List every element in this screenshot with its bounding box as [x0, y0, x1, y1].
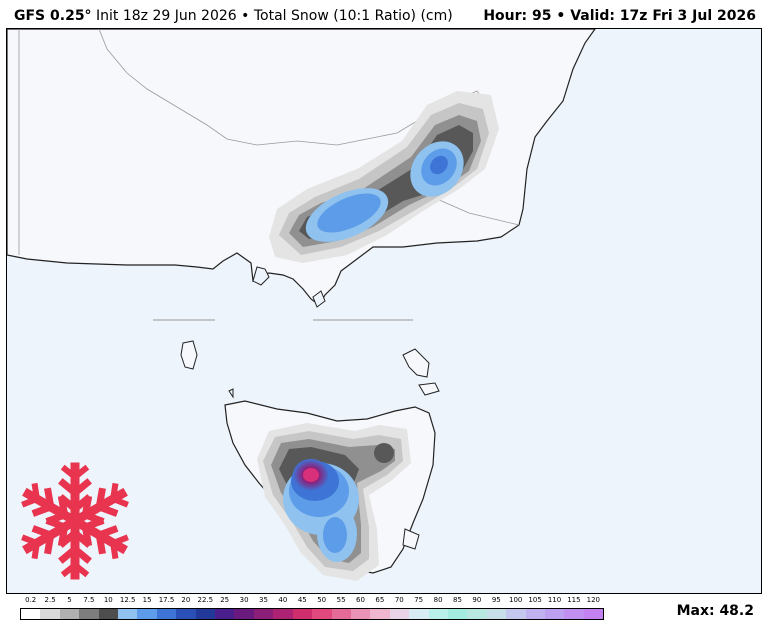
scale-tick-label: 22.5: [197, 596, 214, 604]
snow-field-tasmania: [257, 423, 411, 581]
snow-field-victoria: [269, 91, 499, 263]
scale-swatch: [370, 609, 390, 619]
scale-swatch: [350, 609, 371, 619]
scale-tick-label: 15: [142, 596, 152, 604]
scale-swatch: [506, 609, 526, 619]
valid-time: Valid: 17z Fri 3 Jul 2026: [570, 8, 756, 24]
scale-tick-label: 0.2: [25, 596, 37, 604]
scale-tick-label: 17.5: [158, 596, 175, 604]
scale-tick-label: 55: [336, 596, 346, 604]
scale-swatch: [292, 609, 313, 619]
port-phillip-bay: [252, 266, 270, 286]
color-scale: 0.2 2.5 5 7.5 10 12.5 15 17.5 20 22.5 25 30 35 40 45 50…: [20, 594, 604, 624]
scale-tick-label: 5: [67, 596, 72, 604]
valid-separator: •: [556, 8, 566, 24]
scale-tick-label: 45: [297, 596, 307, 604]
scale-tick-label: 85: [453, 596, 462, 604]
scale-swatch: [467, 609, 487, 619]
scale-tick-label: 90: [472, 596, 482, 604]
scale-tick-label: 100: [509, 596, 523, 604]
scale-swatch: [176, 609, 196, 619]
scale-tick-label: 60: [356, 596, 365, 604]
scale-swatch: [544, 609, 565, 619]
scale-swatch: [447, 609, 468, 619]
scale-swatch: [312, 609, 332, 619]
scale-tick-label: 2.5: [44, 596, 56, 604]
map-title: GFS 0.25° Init 18z 29 Jun 2026 • Total S…: [14, 8, 453, 24]
cape-barren-island: [418, 382, 440, 396]
snowflake-icon: [22, 462, 128, 575]
scale-tick-label: 95: [491, 596, 501, 604]
small-islet: [228, 388, 234, 399]
scale-swatch: [273, 609, 293, 619]
scale-tick-label: 115: [567, 596, 581, 604]
scale-swatch: [486, 609, 507, 619]
scale-tick-label: 75: [414, 596, 424, 604]
scale-tick-label: 7.5: [83, 596, 95, 604]
scale-tick-label: 80: [433, 596, 443, 604]
init-time: Init 18z 29 Jun 2026: [96, 8, 237, 24]
tasman-peninsula: [402, 528, 420, 550]
scale-tick-label: 12.5: [119, 596, 136, 604]
scale-swatch: [525, 609, 545, 619]
header: GFS 0.25° Init 18z 29 Jun 2026 • Total S…: [0, 0, 768, 28]
scale-tick-label: 120: [586, 596, 600, 604]
scale-swatch: [389, 609, 410, 619]
scale-tick-label: 110: [547, 596, 562, 604]
forecast-hour: Hour: 95: [483, 8, 552, 24]
scale-tick-label: 40: [278, 596, 288, 604]
scale-tick-label: 70: [394, 596, 404, 604]
scale-swatch: [253, 609, 274, 619]
title-separator: •: [241, 8, 250, 24]
model-name: GFS 0.25°: [14, 8, 92, 24]
map-canvas: [7, 29, 761, 593]
king-island: [180, 340, 198, 370]
scale-swatch: [21, 609, 41, 619]
scale-tick-label: 65: [375, 596, 385, 604]
scale-swatch: [331, 609, 351, 619]
max-value: Max: 48.2: [676, 603, 754, 619]
snow-map: [6, 28, 762, 594]
scale-bar: [20, 608, 604, 620]
scale-tick-label: 30: [239, 596, 249, 604]
scale-swatch: [215, 609, 235, 619]
scale-swatch: [79, 609, 99, 619]
scale-swatch: [156, 609, 177, 619]
scale-tick-label: 20: [181, 596, 191, 604]
scale-tick-label: 50: [317, 596, 327, 604]
scale-swatch: [583, 609, 604, 619]
scale-swatch: [234, 609, 254, 619]
scale-swatch: [428, 609, 448, 619]
scale-tick-label: 10: [103, 596, 113, 604]
scale-swatch: [98, 609, 119, 619]
scale-tick-label: 35: [259, 596, 268, 604]
scale-tick-label: 105: [528, 596, 542, 604]
scale-swatch: [137, 609, 157, 619]
scale-swatch: [59, 609, 80, 619]
scale-swatch: [118, 609, 138, 619]
western-port: [312, 290, 326, 308]
scale-swatch: [195, 609, 216, 619]
flinders-island: [402, 348, 430, 378]
product-name: Total Snow (10:1 Ratio) (cm): [253, 8, 453, 24]
forecast-time: Hour: 95 • Valid: 17z Fri 3 Jul 2026: [483, 8, 756, 24]
scale-swatch: [40, 609, 60, 619]
scale-swatch: [409, 609, 429, 619]
scale-swatch: [564, 609, 584, 619]
scale-tick-label: 25: [220, 596, 230, 604]
